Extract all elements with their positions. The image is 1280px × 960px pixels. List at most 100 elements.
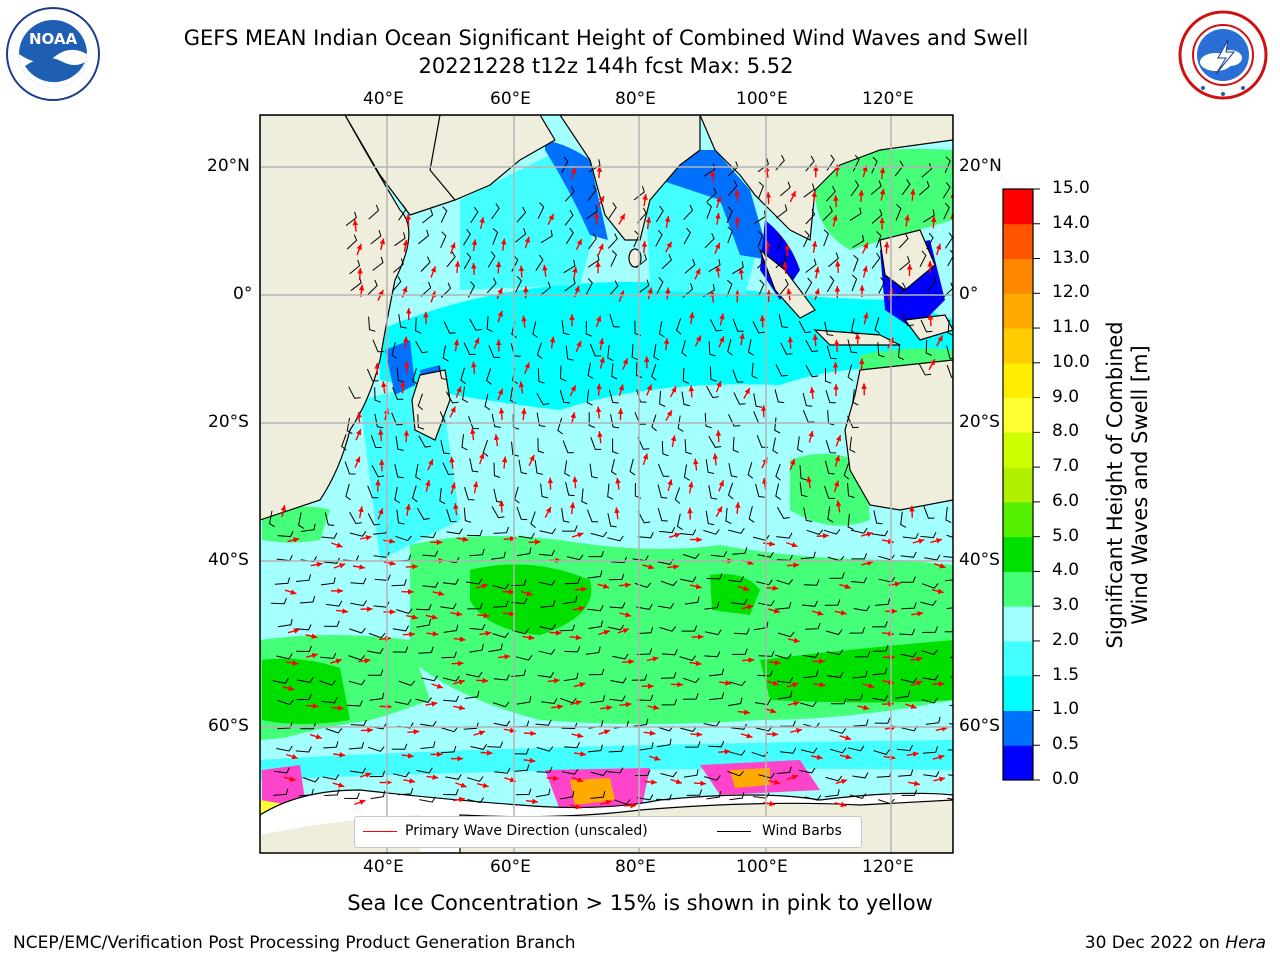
wind-barb (515, 275, 522, 293)
wind-barb (660, 771, 678, 778)
wave-direction-arrow (306, 652, 318, 659)
wave-direction-arrow (427, 458, 434, 471)
colorbar-title-line2: Wind Waves and Swell [m] (1128, 345, 1152, 625)
wave-direction-arrow (910, 656, 923, 662)
wind-barb (370, 790, 386, 800)
wind-barb (511, 597, 528, 605)
wind-barb (636, 794, 654, 801)
colorbar-segment (1003, 258, 1033, 294)
wave-direction-arrow (738, 267, 745, 280)
wave-direction-arrow (546, 775, 559, 782)
wave-direction-arrow (549, 630, 562, 636)
wind-barb (661, 440, 669, 457)
wave-direction-arrow (425, 701, 438, 707)
wave-direction-arrow (768, 659, 781, 666)
wind-barb (852, 234, 865, 248)
wave-direction-arrow (618, 582, 631, 588)
wind-barb (392, 625, 410, 632)
wind-barb (925, 716, 941, 725)
wind-barb (756, 579, 773, 586)
wave-direction-arrow (787, 336, 794, 349)
wind-barb (415, 604, 432, 611)
wave-direction-arrow (734, 502, 741, 515)
lat-label-left-60s: 60°S (208, 716, 249, 736)
wave-direction-arrow (453, 503, 459, 516)
wave-direction-arrow (305, 633, 318, 639)
wave-direction-arrow (767, 680, 779, 686)
wave-direction-arrow (693, 458, 699, 471)
wind-barb (534, 460, 543, 475)
wave-direction-arrow (928, 358, 936, 370)
wind-barb (849, 436, 856, 453)
wind-barb (518, 459, 528, 475)
wind-barb (805, 339, 819, 353)
wave-direction-arrow (647, 704, 660, 711)
wave-direction-arrow (430, 290, 436, 303)
wind-barb (656, 794, 672, 801)
wave-direction-arrow (863, 312, 869, 325)
wind-barb (350, 600, 367, 607)
colorbar-segment (1003, 189, 1033, 225)
wind-barb (900, 576, 916, 583)
wind-barb (872, 667, 888, 676)
wind-barb (629, 458, 636, 476)
wind-barb (849, 627, 865, 634)
wind-barb (350, 577, 367, 585)
wind-barb (633, 718, 649, 727)
wave-direction-arrow (765, 192, 772, 205)
wind-barb (659, 626, 677, 632)
wind-barb (372, 339, 384, 353)
wind-barb (564, 460, 571, 477)
colorbar-segment (1003, 640, 1033, 677)
wind-barb (416, 619, 431, 628)
wave-direction-arrow (575, 340, 582, 353)
wind-barb (776, 677, 794, 684)
chart-title: GEFS MEAN Indian Ocean Significant Heigh… (183, 26, 1029, 50)
wave-direction-arrow (423, 311, 429, 324)
wind-barb (319, 680, 336, 686)
wind-barb (415, 317, 422, 334)
wind-barb (920, 319, 933, 333)
colorbar-segment (1003, 675, 1033, 711)
chart-subtitle: 20221228 t12z 144h fcst Max: 5.52 (418, 54, 794, 78)
footer-date: 30 Dec 2022 on Hera (1085, 933, 1266, 953)
wind-barb (878, 277, 886, 294)
wind-barb (581, 488, 588, 505)
wave-direction-arrow (715, 380, 722, 393)
lon-label-bottom-80e: 80°E (615, 857, 656, 877)
wind-barb (704, 601, 720, 610)
wind-barb (590, 770, 608, 777)
wind-barb (464, 487, 475, 501)
wave-direction-arrow (811, 610, 824, 616)
wave-direction-arrow (688, 312, 695, 325)
wave-direction-arrow (280, 504, 287, 517)
wind-barb (775, 653, 792, 660)
wind-barb (370, 435, 382, 448)
wind-barb (492, 632, 509, 638)
wind-barb (731, 261, 744, 275)
lon-label-top-40e: 40°E (363, 89, 404, 109)
wave-direction-arrow (356, 243, 362, 256)
wind-barb (757, 551, 774, 558)
wind-barb (944, 156, 951, 174)
wave-direction-arrow (287, 537, 300, 543)
wind-barb (655, 205, 664, 223)
colorbar-tick-label: 0.5 (1052, 734, 1080, 755)
wind-barb (397, 787, 414, 796)
wind-barb (613, 799, 631, 805)
wind-barb (659, 526, 676, 534)
wave-direction-arrow (476, 677, 489, 684)
wind-barb (708, 485, 718, 500)
wind-barb (398, 314, 407, 329)
wind-barb (849, 207, 862, 221)
wave-direction-arrow (498, 500, 505, 513)
wave-direction-arrow (957, 615, 969, 617)
wind-barb (516, 696, 532, 705)
wave-direction-arrow (935, 726, 948, 732)
wind-barb (370, 230, 382, 245)
lat-label-right-20n: 20°N (959, 156, 1002, 176)
wind-barb (537, 437, 544, 454)
wind-barb (851, 274, 858, 292)
wind-barb (683, 677, 700, 684)
wind-barb (919, 250, 927, 268)
